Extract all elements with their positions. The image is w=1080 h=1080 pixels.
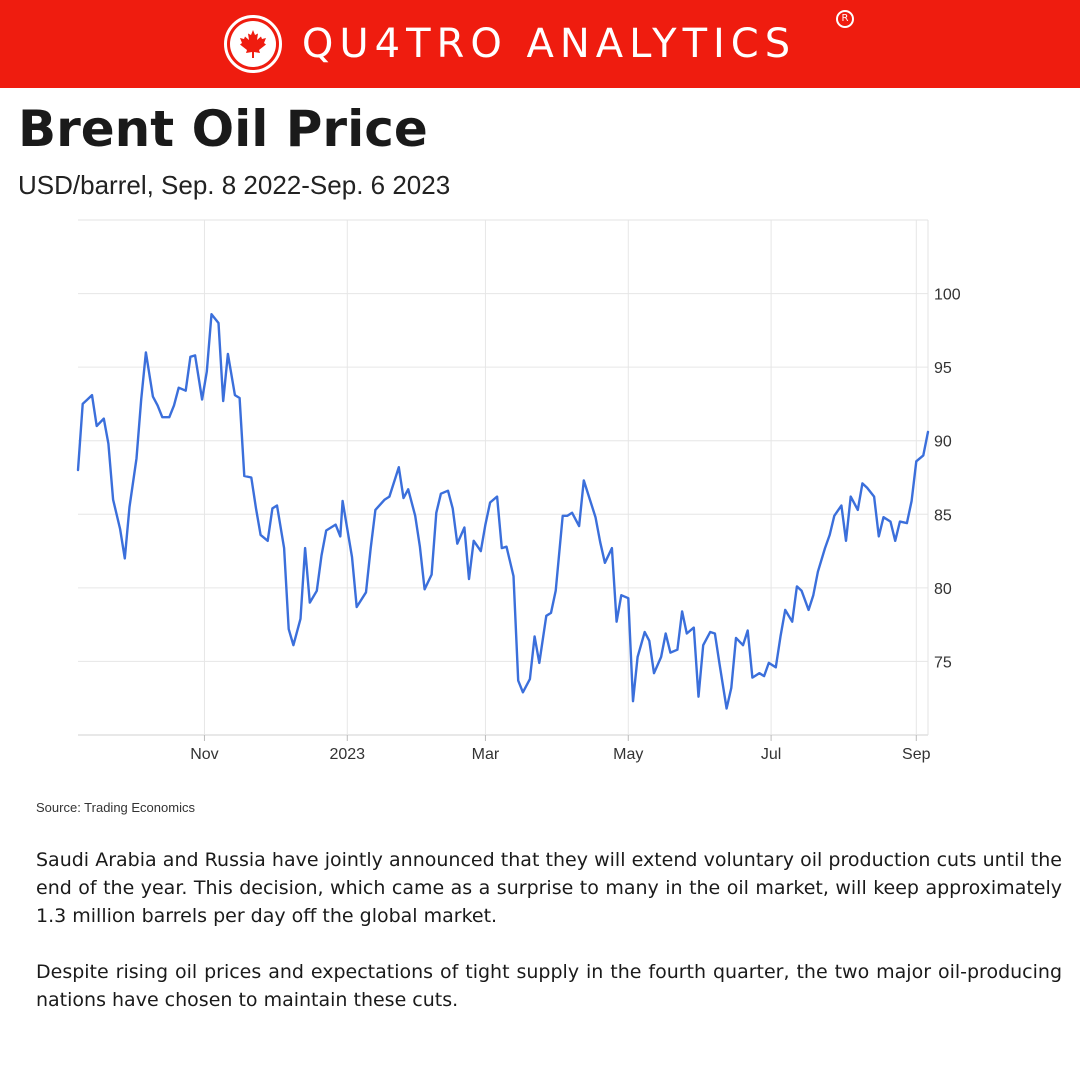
tick-labels: 75 80 85 90 95 100 Nov 2023 Mar May Jul Sep [190, 287, 961, 763]
paragraph: Despite rising oil prices and expectatio… [36, 961, 1062, 1011]
page-subtitle: USD/barrel, Sep. 8 2022-Sep. 6 2023 [18, 170, 451, 200]
x-tick-label: Nov [190, 746, 218, 763]
y-tick-label: 90 [934, 434, 952, 451]
paragraph: Saudi Arabia and Russia have jointly ann… [36, 849, 1062, 927]
brand-logo [223, 15, 282, 73]
x-tick-label: 2023 [329, 746, 365, 763]
x-tick-label: Sep [902, 746, 931, 763]
x-tick-label: Mar [472, 746, 500, 763]
y-tick-label: 85 [934, 507, 952, 524]
y-tick-label: 100 [934, 287, 961, 304]
x-tick-label: May [613, 746, 643, 763]
maple-leaf-icon [239, 30, 266, 58]
grid [78, 219, 929, 741]
page-title: Brent Oil Price [18, 100, 428, 158]
brand-name: QU4TRO ANALYTICS [301, 21, 797, 67]
y-tick-label: 95 [934, 360, 952, 377]
source-note: Source: Trading Economics [36, 800, 195, 815]
registered-mark: R [836, 10, 854, 28]
brent-price-chart: 75 80 85 90 95 100 Nov 2023 Mar May Jul Sep [76, 219, 961, 763]
brand-header: QU4TRO ANALYTICS R [0, 0, 1080, 88]
series-line-layer [76, 313, 930, 710]
series-line [76, 313, 930, 710]
y-tick-label: 80 [934, 581, 952, 598]
x-tick-label: Jul [761, 746, 781, 763]
y-tick-label: 75 [934, 654, 952, 671]
